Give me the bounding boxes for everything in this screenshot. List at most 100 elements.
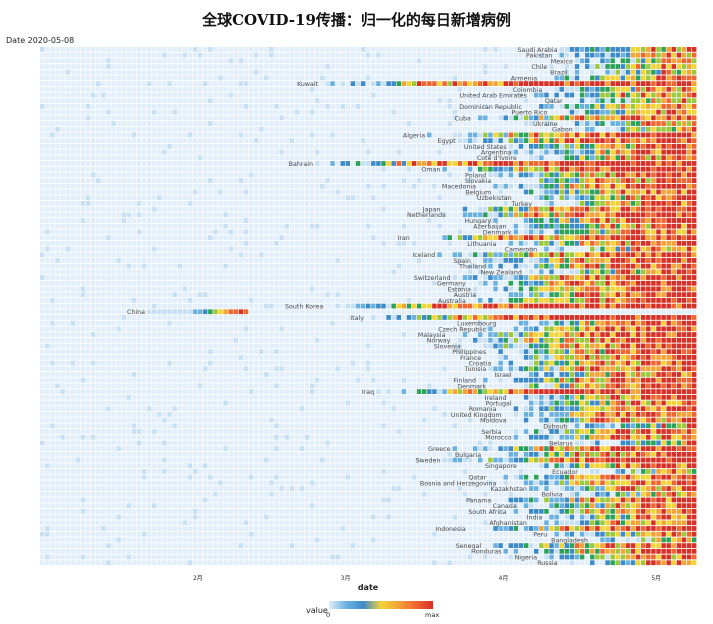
heatmap-cell	[498, 109, 503, 115]
heatmap-cell	[70, 195, 76, 201]
heatmap-cell	[228, 121, 233, 126]
heatmap-cell	[427, 155, 432, 161]
heatmap-cell	[355, 172, 361, 178]
heatmap-cell	[457, 258, 463, 263]
heatmap-cell	[172, 258, 177, 263]
heatmap-cell	[493, 64, 498, 69]
heatmap-cell	[503, 86, 508, 92]
heatmap-cell	[432, 52, 437, 58]
heatmap-cell	[681, 189, 687, 195]
heatmap-cell	[141, 121, 147, 126]
heatmap-cell	[437, 92, 442, 98]
heatmap-cell	[40, 263, 45, 269]
heatmap-cell	[686, 126, 692, 132]
heatmap-cell	[376, 149, 381, 155]
heatmap-cell	[666, 172, 671, 178]
heatmap-cell	[457, 218, 463, 223]
heatmap-cell	[325, 75, 330, 81]
heatmap-cell	[528, 172, 534, 178]
heatmap-cell	[371, 109, 376, 115]
heatmap-cell	[396, 189, 401, 195]
heatmap-cell	[686, 69, 692, 75]
heatmap-cell	[432, 212, 437, 218]
heatmap-cell	[101, 229, 106, 235]
heatmap-cell	[274, 252, 279, 258]
heatmap-cell	[381, 166, 386, 172]
heatmap-cell	[528, 81, 534, 87]
heatmap-cell	[518, 235, 524, 241]
heatmap-cell	[213, 195, 218, 201]
heatmap-cell	[656, 178, 661, 183]
heatmap-cell	[457, 223, 463, 229]
heatmap-cell	[656, 246, 661, 252]
heatmap-cell	[315, 155, 320, 161]
heatmap-cell	[40, 86, 45, 92]
heatmap-cell	[90, 81, 96, 87]
heatmap-cell	[55, 64, 60, 69]
heatmap-cell	[131, 98, 137, 104]
heatmap-cell	[45, 183, 50, 189]
heatmap-cell	[488, 252, 493, 258]
heatmap-cell	[223, 126, 228, 132]
heatmap-cell	[85, 212, 91, 218]
heatmap-cell	[432, 258, 437, 263]
heatmap-cell	[330, 195, 335, 201]
heatmap-cell	[396, 75, 401, 81]
heatmap-cell	[564, 52, 570, 58]
heatmap-cell	[208, 109, 213, 115]
heatmap-cell	[661, 223, 666, 229]
heatmap-cell	[335, 149, 340, 155]
heatmap-cell	[681, 52, 687, 58]
heatmap-cell	[284, 218, 289, 223]
heatmap-cell	[437, 229, 442, 235]
heatmap-cell	[635, 258, 641, 263]
heatmap-cell	[600, 132, 605, 138]
heatmap-cell	[106, 86, 111, 92]
heatmap-cell	[462, 149, 468, 155]
heatmap-cell	[126, 212, 132, 218]
heatmap-cell	[493, 86, 498, 92]
heatmap-cell	[498, 155, 503, 161]
heatmap-cell	[106, 240, 111, 246]
heatmap-cell	[640, 240, 646, 246]
heatmap-cell	[299, 172, 305, 178]
heatmap-cell	[40, 115, 45, 121]
heatmap-cell	[228, 132, 233, 138]
heatmap-cell	[157, 183, 162, 189]
heatmap-cell	[549, 223, 554, 229]
heatmap-cell	[620, 64, 626, 69]
heatmap-cell	[233, 229, 239, 235]
heatmap-cell	[330, 69, 335, 75]
heatmap-cell	[625, 172, 631, 178]
heatmap-cell	[233, 149, 239, 155]
heatmap-cell	[539, 138, 544, 144]
heatmap-cell	[630, 223, 636, 229]
heatmap-cell	[488, 258, 493, 263]
heatmap-cell	[437, 195, 442, 201]
heatmap-cell	[243, 138, 249, 144]
heatmap-cell	[315, 138, 320, 144]
heatmap-cell	[340, 229, 345, 235]
heatmap-cell	[401, 200, 407, 206]
heatmap-cell	[289, 75, 295, 81]
heatmap-cell	[223, 47, 228, 52]
heatmap-cell	[564, 143, 570, 149]
heatmap-cell	[197, 75, 203, 81]
heatmap-cell	[523, 166, 529, 172]
heatmap-cell	[574, 52, 580, 58]
heatmap-cell	[457, 64, 463, 69]
heatmap-cell	[289, 212, 295, 218]
heatmap-cell	[294, 86, 300, 92]
heatmap-cell	[386, 195, 391, 201]
heatmap-cell	[304, 161, 310, 166]
heatmap-cell	[661, 172, 666, 178]
heatmap-cell	[162, 52, 167, 58]
heatmap-cell	[503, 189, 508, 195]
heatmap-cell	[411, 47, 417, 52]
heatmap-cell	[640, 52, 646, 58]
heatmap-cell	[106, 81, 111, 87]
heatmap-cell	[294, 258, 300, 263]
heatmap-cell	[671, 81, 677, 87]
heatmap-cell	[376, 47, 381, 52]
heatmap-cell	[350, 86, 356, 92]
